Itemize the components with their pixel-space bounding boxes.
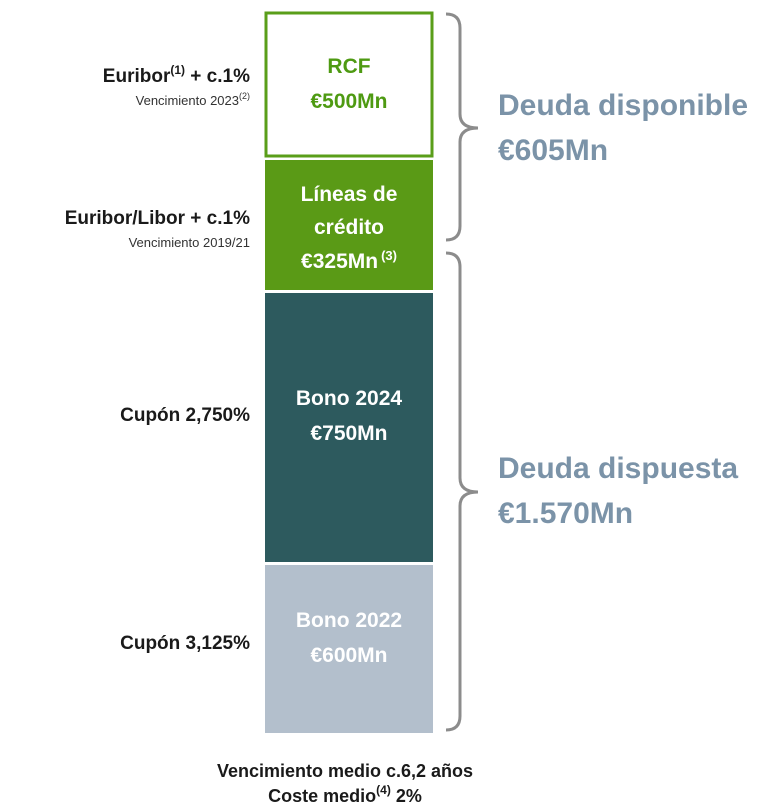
block-text: €325Mn xyxy=(301,250,378,273)
label-part: + c.1% xyxy=(185,66,250,87)
rcf-block xyxy=(264,11,434,158)
brace xyxy=(445,251,479,732)
left-sublabel: Vencimiento 2023(2) xyxy=(136,91,250,108)
brace xyxy=(445,12,479,242)
superscript: (3) xyxy=(381,248,397,263)
group-amount: €605Mn xyxy=(498,134,608,167)
left-label: Cupón 2,750% xyxy=(120,405,250,426)
block-text: €600Mn xyxy=(310,644,387,667)
group-amount: €1.570Mn xyxy=(498,497,633,530)
label-part: Euribor xyxy=(103,66,171,87)
block-text: €750Mn xyxy=(310,422,387,445)
superscript: (1) xyxy=(170,63,185,77)
label-part: 2% xyxy=(391,786,422,806)
block-text: Líneas de xyxy=(301,183,398,206)
footer-line: Vencimiento medio c.6,2 años xyxy=(217,761,473,781)
group-title: Deuda disponible xyxy=(498,89,748,122)
block-text: €500Mn xyxy=(310,90,387,113)
block-text: RCF xyxy=(327,55,370,78)
block-text: Bono 2024 xyxy=(296,387,403,410)
block-text: crédito xyxy=(314,216,384,239)
bond-2022-block xyxy=(265,565,433,733)
block-text: Bono 2022 xyxy=(296,609,402,632)
block-text: €325Mn (3) xyxy=(301,248,397,273)
left-label: Cupón 3,125% xyxy=(120,633,250,654)
credit-lines-block xyxy=(265,160,433,290)
footer-line: Coste medio(4) 2% xyxy=(268,783,422,806)
bond-2024-block xyxy=(265,293,433,562)
label-part: Vencimiento 2023 xyxy=(136,93,239,108)
superscript: (4) xyxy=(376,783,391,797)
left-label: Euribor(1) + c.1% xyxy=(103,63,250,87)
superscript: (2) xyxy=(239,91,250,101)
label-part: Coste medio xyxy=(268,786,376,806)
left-sublabel: Vencimiento 2019/21 xyxy=(129,235,250,250)
group-title: Deuda dispuesta xyxy=(498,452,738,485)
left-label: Euribor/Libor + c.1% xyxy=(65,208,250,229)
